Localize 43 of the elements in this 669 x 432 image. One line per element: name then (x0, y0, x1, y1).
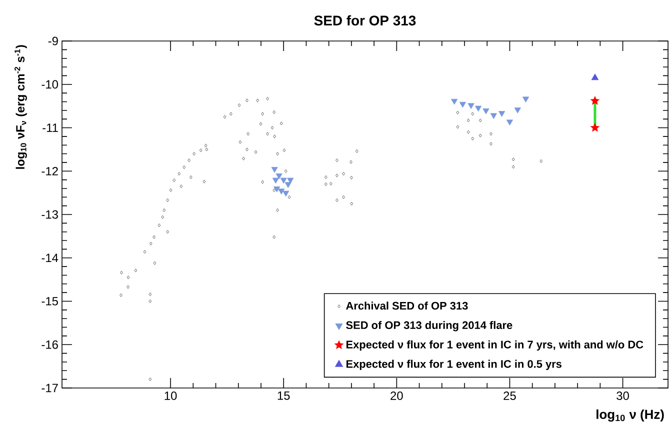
x-tick-label: 25 (504, 392, 516, 400)
point (271, 166, 278, 173)
y-tick-label: -9 (48, 36, 58, 46)
y-tick-label: -17 (42, 384, 58, 392)
point (272, 178, 279, 184)
x-tick-label: 10 (164, 392, 177, 400)
point (284, 182, 292, 188)
x-tick-label: 15 (278, 392, 290, 400)
point (280, 178, 287, 184)
point (482, 108, 490, 114)
y-tick-label: -16 (42, 340, 58, 349)
point (451, 98, 458, 105)
y-tick-label: -15 (42, 297, 58, 306)
legend-label: Archival SED of OP 313 (346, 302, 468, 310)
x-tick-label: 20 (390, 392, 403, 400)
point (522, 96, 530, 102)
legend-label: Expected ν flux for 1 event in IC in 7 yrs, with and w/o DC (346, 340, 644, 351)
point (468, 103, 474, 109)
point (459, 102, 466, 108)
point (514, 108, 521, 114)
point (274, 186, 280, 192)
y-tick-label: -11 (42, 124, 58, 132)
point (278, 188, 285, 194)
point (474, 106, 482, 112)
point (287, 178, 294, 184)
point (276, 173, 282, 180)
y-tick-label: -10 (42, 80, 58, 89)
point (282, 190, 290, 197)
y-tick-label: -13 (42, 210, 58, 219)
x-tick-label: 30 (616, 392, 629, 400)
point (498, 111, 506, 117)
y-tick-label: -12 (42, 166, 58, 176)
y-tick-label: -14 (42, 254, 58, 262)
point (490, 113, 497, 119)
point (590, 122, 600, 132)
legend-label: SED of OP 313 during 2014 flare (346, 320, 512, 332)
text: log$_{10}$ νF$_{ν}$ (erg cm$^{-2}$ s$^{-1}$) (14, 45, 27, 169)
point (590, 96, 600, 105)
x-axis-title: log$_{10}$ ν (Hz) (596, 409, 664, 422)
point (506, 120, 514, 126)
chart-title: SED for OP 313 (314, 15, 416, 26)
legend-label: Expected ν flux for 1 event in IC in 0.5 yrs (346, 360, 562, 370)
point (591, 74, 599, 80)
